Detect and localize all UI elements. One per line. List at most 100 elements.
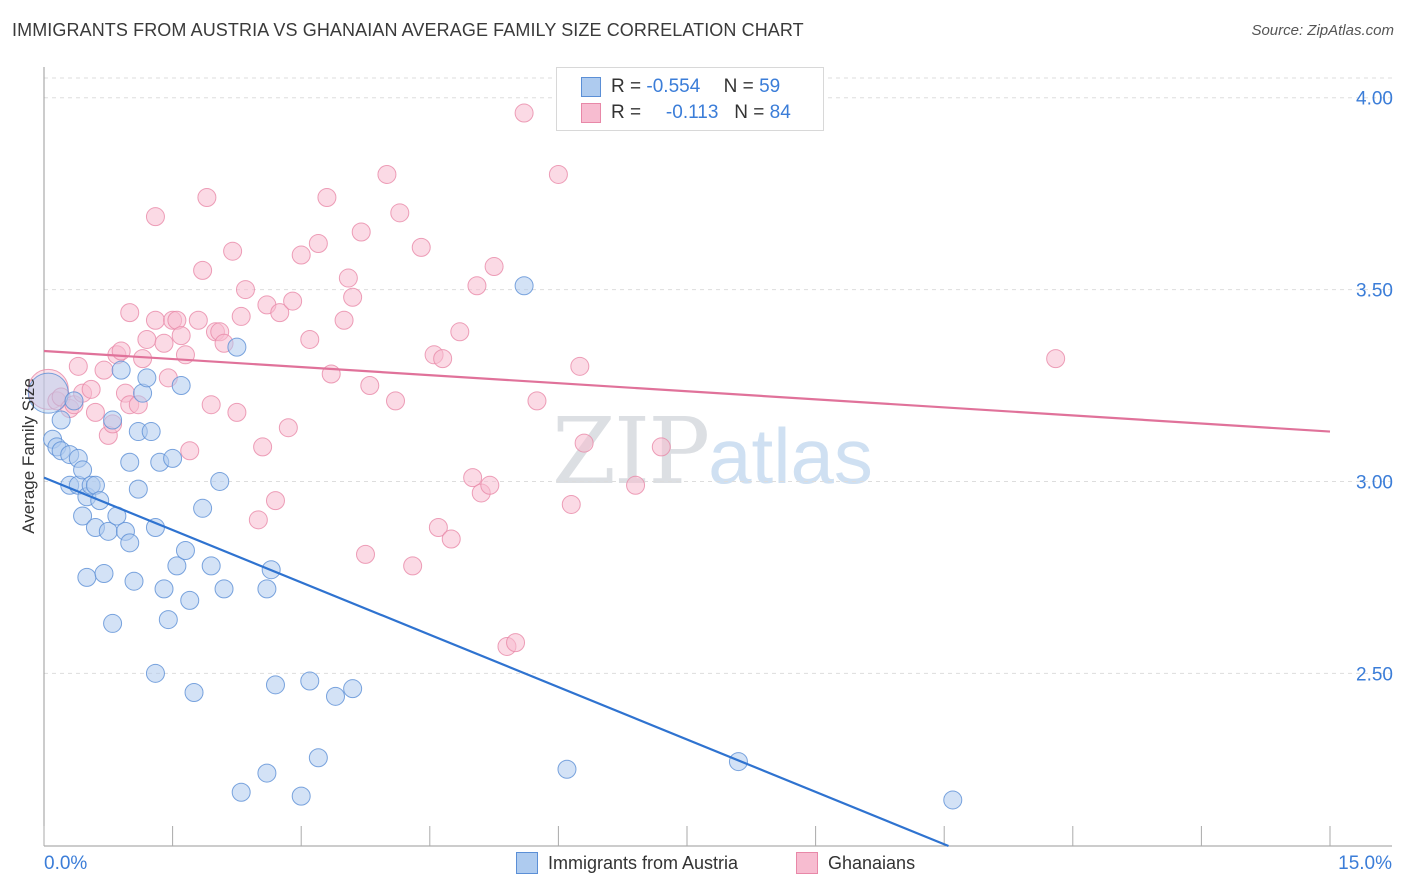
legend-label-ghanaians: Ghanaians	[828, 852, 916, 873]
x-tick-label: 0.0%	[44, 853, 87, 874]
legend-row-ghanaians: R = -0.113 N = 84	[581, 101, 791, 125]
ghanaians-point	[227, 402, 247, 422]
ghanaians-point	[265, 491, 285, 511]
ghanaians-point	[441, 529, 461, 549]
ghanaians-point	[300, 329, 320, 349]
austria-point	[184, 683, 204, 703]
ghanaians-point	[223, 241, 243, 261]
ghanaians-point	[154, 333, 174, 353]
austria-point	[257, 763, 277, 783]
stats-legend: R = -0.554 N = 59 R = -0.113 N = 84	[556, 67, 824, 131]
ghanaians-point	[411, 237, 431, 257]
austria-point	[124, 571, 144, 591]
austria-point	[300, 671, 320, 691]
y-tick-label: 3.00	[1356, 472, 1393, 493]
ghanaians-points	[27, 103, 1066, 656]
austria-point	[141, 422, 161, 442]
ghanaians-point	[527, 391, 547, 411]
austria-point	[120, 452, 140, 472]
ghanaians-point	[137, 329, 157, 349]
legend-r-value: -0.113	[665, 102, 719, 123]
legend-r-value: -0.554	[646, 76, 701, 97]
austria-point	[210, 471, 230, 491]
ghanaians-point	[428, 517, 448, 537]
austria-point	[94, 564, 114, 584]
ghanaians-point	[94, 360, 114, 380]
axis-labels: 2.50 3.00 3.50 4.00 0.0% 15.0% Average Family …	[19, 89, 1393, 874]
watermark-atlas: atlas	[708, 412, 873, 500]
ghanaians-point	[85, 402, 105, 422]
legend-n-label: N =	[723, 76, 754, 97]
austria-point	[180, 590, 200, 610]
austria-points	[27, 276, 963, 810]
austria-point	[227, 337, 247, 357]
ghanaians-point	[463, 468, 483, 488]
ghanaians-point	[480, 475, 500, 495]
ghanaians-point	[377, 164, 397, 184]
legend-n-value: 59	[759, 76, 781, 97]
y-tick-label: 3.50	[1356, 281, 1393, 302]
ghanaians-point	[403, 556, 423, 576]
austria-point	[103, 410, 123, 430]
legend-n-value: 84	[769, 102, 791, 123]
austria-point	[73, 460, 93, 480]
grid-lines	[44, 77, 1392, 674]
austria-point	[27, 372, 69, 414]
ghanaians-point	[193, 260, 213, 280]
austria-point	[193, 498, 213, 518]
ghanaians-point	[467, 276, 487, 296]
legend-swatch-blue	[516, 852, 538, 874]
austria-point	[111, 360, 131, 380]
ghanaians-point	[180, 441, 200, 461]
austria-point	[308, 748, 328, 768]
austria-point	[73, 506, 93, 526]
ghanaians-point	[171, 326, 191, 346]
y-tick-label: 2.50	[1356, 664, 1393, 685]
ghanaians-point	[201, 395, 221, 415]
ghanaians-point	[343, 287, 363, 307]
austria-point	[265, 675, 285, 695]
ghanaians-point	[253, 437, 273, 457]
austria-point	[231, 782, 251, 802]
ghanaians-point	[334, 310, 354, 330]
ghanaians-point	[626, 475, 646, 495]
austria-point	[201, 556, 221, 576]
ghanaians-point	[574, 433, 594, 453]
ghanaians-point	[248, 510, 268, 530]
austria-point	[257, 579, 277, 599]
austria-trend-line	[43, 476, 949, 848]
legend-swatch-blue	[581, 77, 601, 97]
austria-point	[557, 759, 577, 779]
ghanaians-trend-line	[43, 349, 1331, 433]
ghanaians-point	[278, 418, 298, 438]
legend-item-austria[interactable]: Immigrants from Austria	[516, 852, 738, 874]
legend-swatch-pink	[581, 103, 601, 123]
ghanaians-point	[351, 222, 371, 242]
ghanaians-point	[145, 207, 165, 227]
legend-item-ghanaians[interactable]: Ghanaians	[796, 852, 915, 874]
austria-point	[137, 368, 157, 388]
axes	[43, 67, 1392, 847]
ghanaians-point	[235, 280, 255, 300]
legend-label-austria: Immigrants from Austria	[548, 852, 739, 873]
series-legend: Immigrants from Austria Ghanaians	[0, 852, 1406, 878]
legend-n-label: N =	[734, 102, 765, 123]
austria-point	[64, 391, 84, 411]
legend-r-label: R =	[611, 76, 642, 97]
austria-point	[214, 579, 234, 599]
ghanaians-point	[68, 356, 88, 376]
ghanaians-point	[360, 376, 380, 396]
ghanaians-point	[433, 349, 453, 369]
austria-point	[343, 679, 363, 699]
austria-point	[158, 610, 178, 630]
ghanaians-point	[308, 234, 328, 254]
austria-point	[77, 567, 97, 587]
austria-point	[325, 686, 345, 706]
ghanaians-point	[386, 391, 406, 411]
ghanaians-point	[1046, 349, 1066, 369]
x-tick-label: 15.0%	[1338, 853, 1392, 874]
ghanaians-point	[81, 379, 101, 399]
ghanaians-point	[450, 322, 470, 342]
austria-point	[163, 448, 183, 468]
